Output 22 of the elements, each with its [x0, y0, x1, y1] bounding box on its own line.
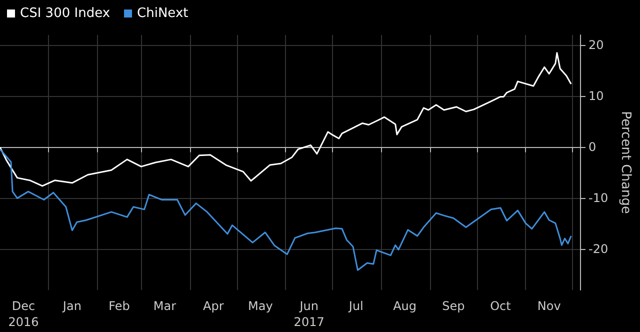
x-tick-label: Apr [202, 299, 224, 313]
legend-label: ChiNext [137, 6, 188, 21]
x-tick-label: Jul [348, 299, 364, 313]
y-tick-label: -10 [588, 191, 608, 206]
line-series [0, 148, 572, 271]
x-tick-label: Jan [62, 299, 82, 313]
x-tick-label: Jun 2017 [294, 299, 324, 329]
x-tick-label: Feb [108, 299, 130, 313]
y-tick-label: 20 [588, 38, 604, 52]
x-tick-label: May [248, 299, 273, 313]
x-tick-label: Nov [537, 299, 561, 313]
y-axis-title: Percent Change [618, 111, 633, 214]
line-series [0, 52, 572, 187]
x-tick-label: Mar [153, 299, 176, 313]
x-tick-label: Oct [490, 299, 512, 313]
x-tick-label: Dec 2016 [8, 299, 39, 329]
y-tick-label: 10 [588, 89, 604, 104]
y-tick-label: -20 [588, 242, 608, 256]
x-tick-label: Aug [393, 299, 416, 313]
x-tick-label: Sep [442, 299, 465, 313]
y-tick-label: 0 [588, 140, 596, 154]
legend-label: CSI 300 Index [20, 6, 110, 21]
